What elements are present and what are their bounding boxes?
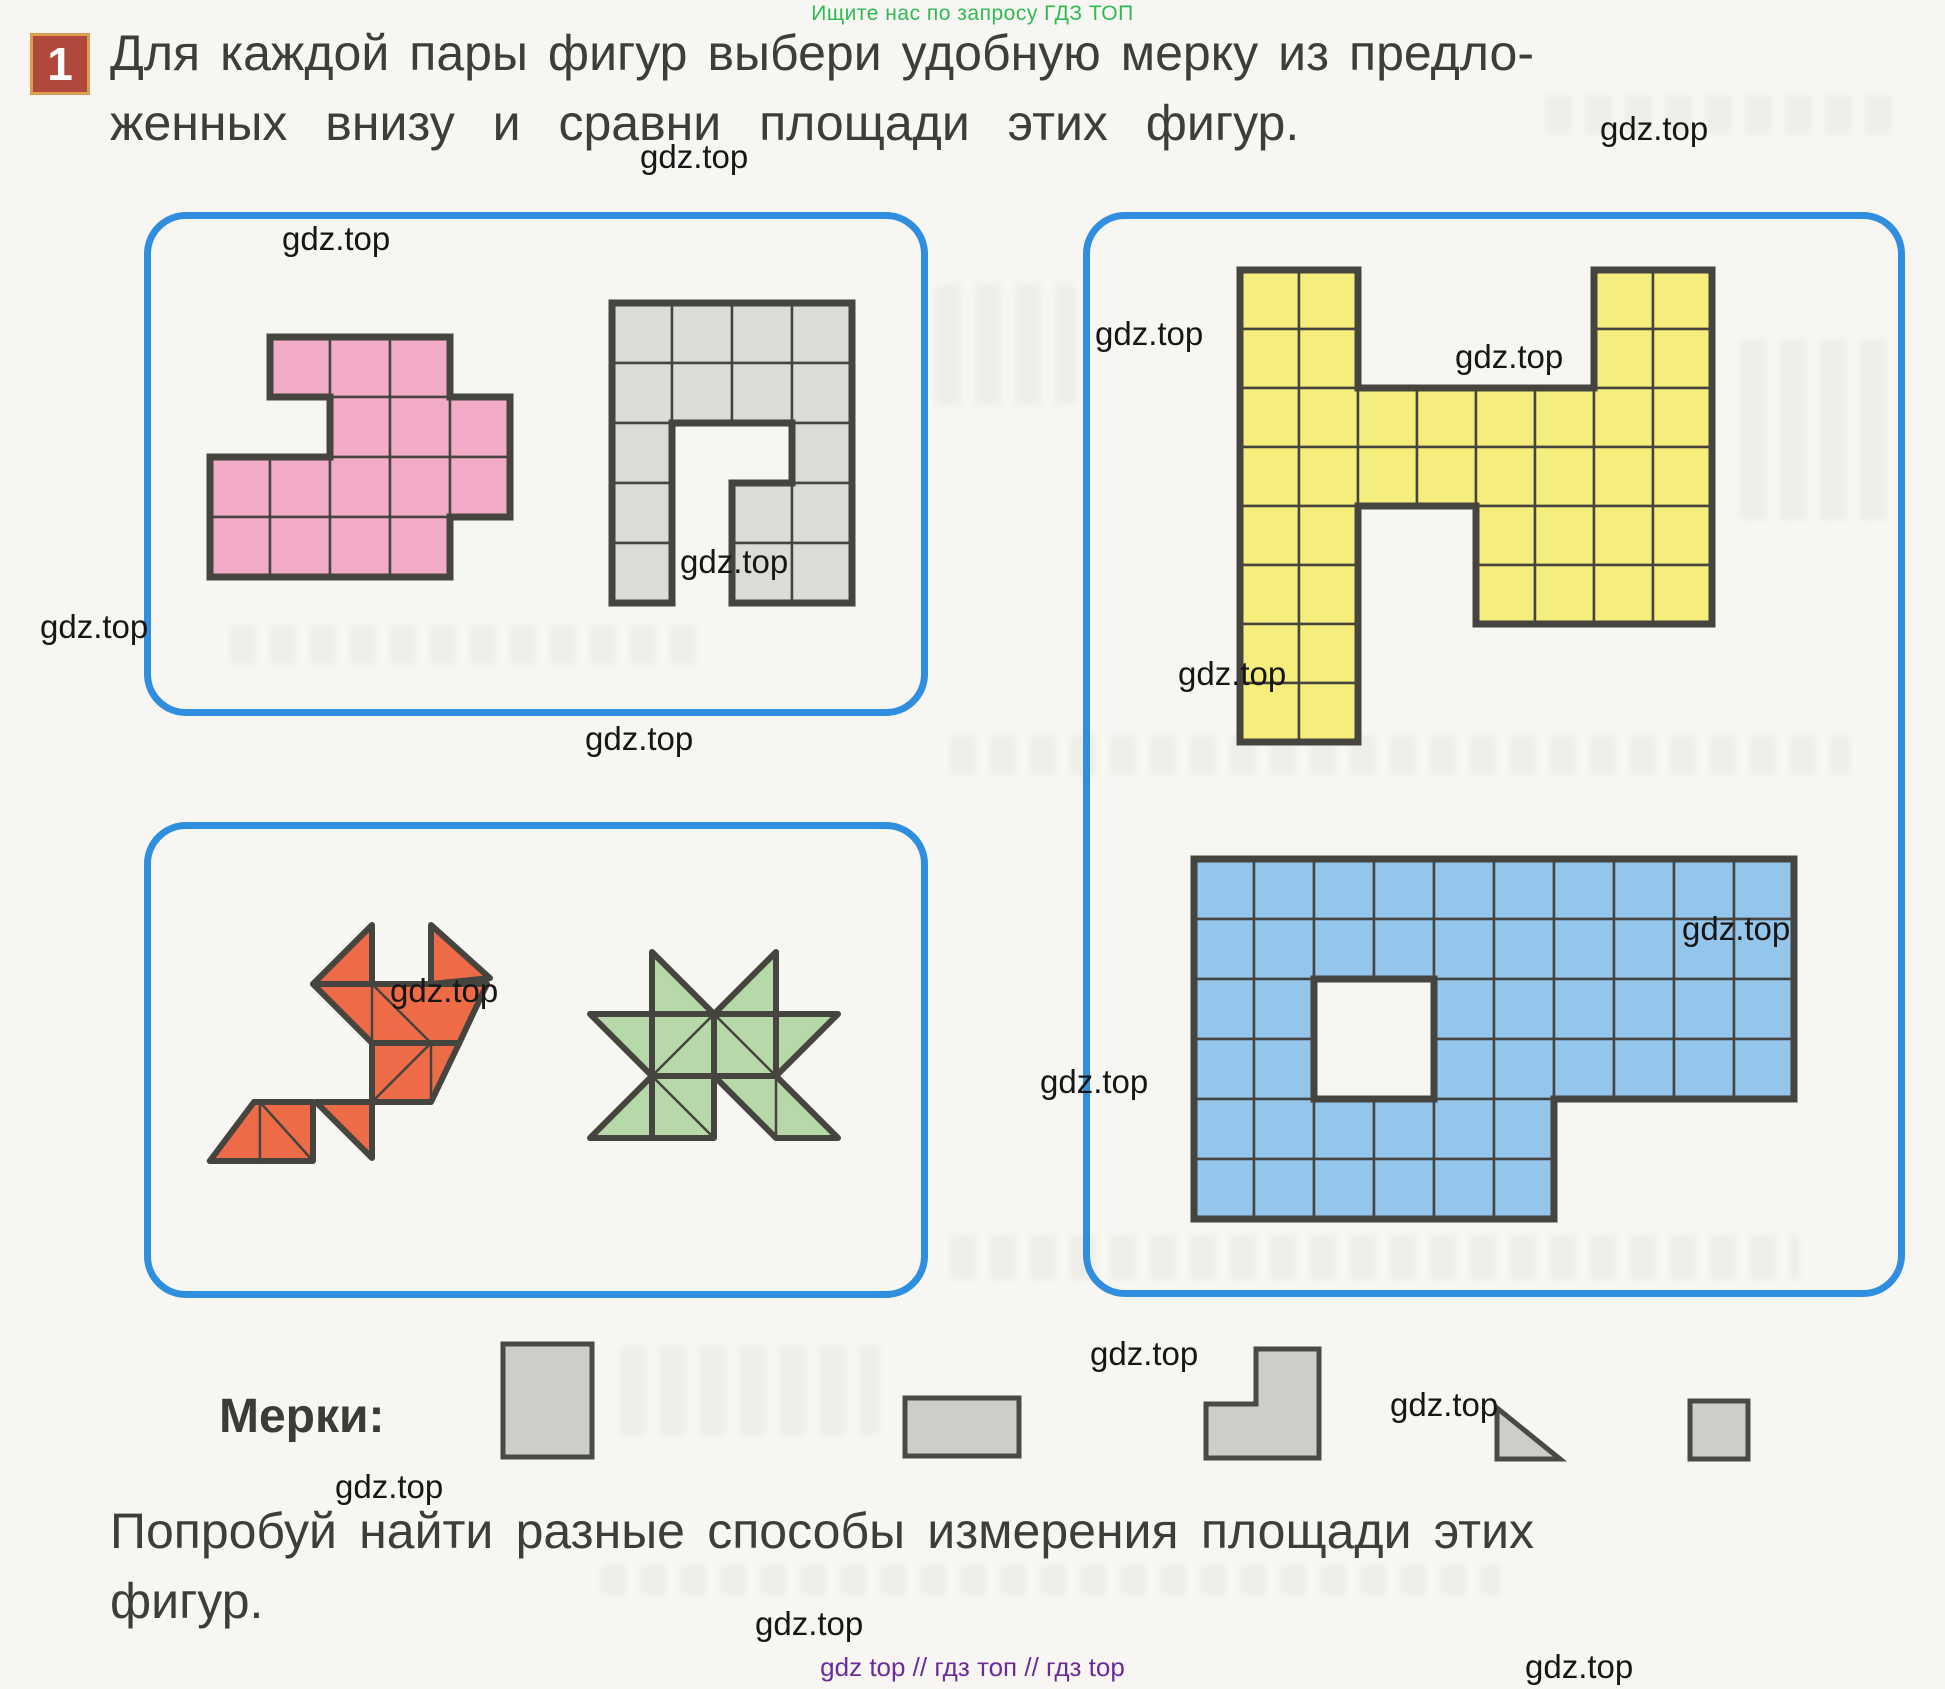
- watermark: gdz.top: [1040, 1063, 1149, 1100]
- watermark: gdz.top: [335, 1468, 444, 1505]
- promo-banner-top: Ищите нас по запросу ГДЗ ТОП: [811, 2, 1134, 25]
- measure-l-shape: [1203, 1346, 1322, 1461]
- watermark: gdz.top: [1090, 1335, 1199, 1372]
- watermark: gdz.top: [40, 608, 149, 645]
- measure-square-large: [500, 1341, 595, 1460]
- task-number-badge: 1: [30, 33, 90, 95]
- measure-rectangle-flat: [902, 1395, 1022, 1459]
- watermark: gdz.top: [282, 220, 391, 257]
- promo-banner-bottom: gdz top // гдз топ // гдз top: [820, 1652, 1125, 1682]
- panel-pair-2: [144, 822, 928, 1298]
- watermark: gdz.top: [1682, 910, 1791, 947]
- figure-pink-grid: [200, 327, 520, 592]
- figure-blue-grid: [1184, 849, 1804, 1234]
- watermark: gdz.top: [585, 720, 694, 757]
- watermark: gdz.top: [640, 138, 749, 175]
- task-statement-line1: Для каждой пары фигур выбери удобную мер…: [110, 25, 1534, 81]
- figure-green-triangles: [580, 942, 848, 1153]
- measures-label: Мерки:: [219, 1390, 385, 1443]
- watermark: gdz.top: [755, 1605, 864, 1642]
- panel-pair-1: [144, 212, 928, 716]
- figure-yellow-grid: [1230, 260, 1722, 757]
- watermark: gdz.top: [1095, 315, 1204, 352]
- watermark: gdz.top: [1600, 110, 1709, 147]
- task-statement-line2: женных внизу и сравни площади этих фигур…: [110, 95, 1300, 151]
- watermark: gdz.top: [1525, 1648, 1634, 1685]
- figure-gray-grid: [602, 293, 862, 618]
- closing-instruction-line1: Попробуй найти разные способы измерения …: [110, 1503, 1534, 1559]
- closing-instruction-line2: фигур.: [110, 1573, 264, 1629]
- bleed-smudge: [935, 285, 1075, 405]
- panel-pair-3: [1083, 212, 1905, 1297]
- figure-orange-triangles: [185, 915, 500, 1176]
- bleed-smudge: [1545, 95, 1905, 135]
- watermark: gdz.top: [1390, 1386, 1499, 1423]
- task-statement: Для каждой пары фигур выбери удобную мер…: [110, 24, 1534, 152]
- measure-triangle: [1494, 1402, 1568, 1462]
- measure-square-small: [1687, 1398, 1751, 1462]
- watermark: gdz.top: [390, 972, 499, 1009]
- measure-shapes: [460, 1330, 1800, 1485]
- watermark: gdz.top: [680, 543, 789, 580]
- watermark: gdz.top: [1178, 655, 1287, 692]
- watermark: gdz.top: [1455, 338, 1564, 375]
- closing-instruction: Попробуй найти разные способы измерения …: [110, 1502, 1534, 1630]
